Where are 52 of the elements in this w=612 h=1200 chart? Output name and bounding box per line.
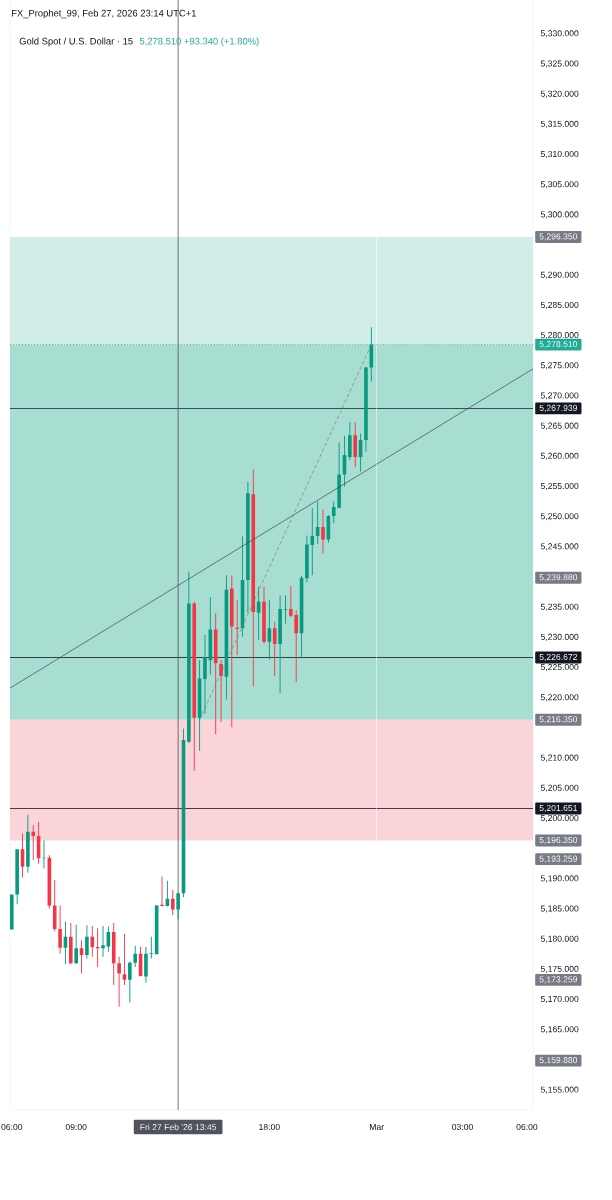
y-tick-label: 5,196.350 <box>539 836 578 845</box>
y-tick-label: 5,320.000 <box>540 90 579 98</box>
x-tick-label: 06:00 <box>516 1123 538 1131</box>
x-tick-label: Mar <box>369 1124 384 1130</box>
ref-line-label: 5,278.510 <box>539 341 578 349</box>
x-tick-label: 06:00 <box>1 1123 23 1131</box>
y-tick-label: 5,165.000 <box>540 1026 579 1034</box>
y-tick-label: 5,193.259 <box>539 855 578 863</box>
y-tick-label: 5,280.000 <box>540 332 579 340</box>
y-tick-label: 5,205.000 <box>540 784 579 792</box>
y-tick-label: 5,296.350 <box>539 233 578 241</box>
y-tick-label: 5,200.000 <box>540 814 579 823</box>
ref-line-label: 5,226.672 <box>539 653 578 662</box>
y-tick-label: 5,235.000 <box>540 603 579 611</box>
y-tick-label: 5,239.880 <box>539 574 578 582</box>
ref-line-label: Fri 27 Feb '26 13:45 <box>140 1123 217 1131</box>
y-tick-label: 5,305.000 <box>540 181 579 189</box>
y-tick-label: 5,290.000 <box>540 271 579 279</box>
x-tick-label: 03:00 <box>452 1123 473 1131</box>
annotation: FX_Prophet_99, Feb 27, 2026 23:14 UTC+1 <box>11 9 196 19</box>
y-tick-label: 5,255.000 <box>540 482 579 491</box>
y-tick-label: 5,300.000 <box>540 211 579 219</box>
y-tick-label: 5,315.000 <box>540 120 579 128</box>
y-tick-label: 5,220.000 <box>540 694 579 702</box>
y-tick-label: 5,225.000 <box>540 664 579 672</box>
y-tick-label: 5,190.000 <box>540 875 579 883</box>
text: Gold Spot / U.S. Dollar · 15 <box>19 37 133 47</box>
y-tick-label: 5,170.000 <box>540 996 579 1004</box>
y-tick-label: 5,265.000 <box>540 422 579 430</box>
x-tick-label: 09:00 <box>65 1123 87 1131</box>
y-tick-label: 5,275.000 <box>540 362 579 370</box>
y-tick-label: 5,216.350 <box>539 716 578 724</box>
y-tick-label: 5,180.000 <box>540 935 579 943</box>
y-tick-label: 5,260.000 <box>540 452 579 460</box>
y-tick-label: 5,173.259 <box>539 976 578 984</box>
ref-line-label: 5,267.939 <box>539 404 578 412</box>
y-tick-label: 5,245.000 <box>540 543 579 551</box>
y-tick-label: 5,210.000 <box>540 754 579 762</box>
y-tick-label: 5,285.000 <box>540 301 579 309</box>
y-tick-label: 5,159.880 <box>539 1057 578 1065</box>
y-tick-label: 5,155.000 <box>540 1086 579 1094</box>
x-tick-label: 18:00 <box>259 1123 280 1131</box>
y-tick-label: 5,310.000 <box>540 150 579 159</box>
ref-line-label: 5,201.651 <box>539 804 578 813</box>
y-tick-label: 5,250.000 <box>540 513 579 521</box>
y-tick-label: 5,230.000 <box>540 633 579 641</box>
y-tick-label: 5,325.000 <box>540 60 579 68</box>
y-tick-label: 5,270.000 <box>540 392 579 400</box>
y-tick-label: 5,330.000 <box>540 30 579 38</box>
text: 5,278.510 +93.340 (+1.80%) <box>139 37 259 47</box>
y-tick-label: 5,175.000 <box>540 965 579 973</box>
y-tick-label: 5,185.000 <box>540 905 579 913</box>
